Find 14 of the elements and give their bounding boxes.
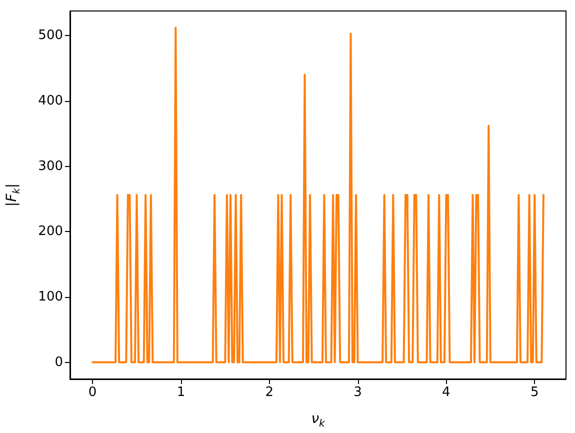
x-tick-label: 5 <box>530 385 539 400</box>
y-tick-label: 500 <box>38 28 63 44</box>
x-tick-label: 3 <box>354 385 362 400</box>
y-tick-label: 100 <box>38 289 63 304</box>
x-tick-label: 0 <box>88 385 97 400</box>
y-tick-label: 0 <box>54 354 63 370</box>
line-series <box>92 26 544 364</box>
y-tick-label: 400 <box>38 93 63 108</box>
y-axis-title: |Fk| <box>4 183 22 207</box>
x-tick-label: 2 <box>265 385 274 400</box>
y-tick-label: 300 <box>38 158 63 174</box>
x-tick-label: 1 <box>176 385 186 400</box>
y-tick-label: 200 <box>38 224 63 240</box>
x-tick-label: 4 <box>442 385 450 400</box>
